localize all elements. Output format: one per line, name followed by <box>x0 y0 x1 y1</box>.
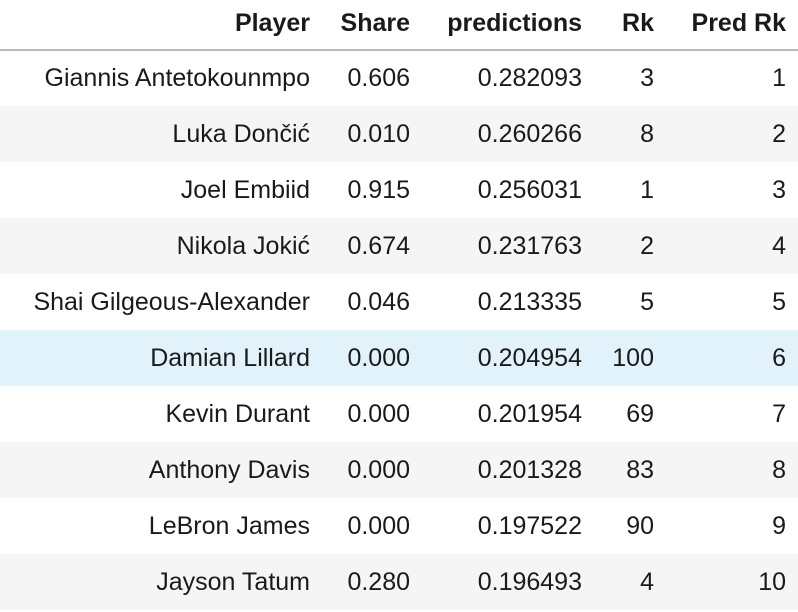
prediction-cell: 0.231763 <box>477 231 582 260</box>
prediction-cell: 0.201328 <box>477 455 582 484</box>
table-row: Kevin Durant 0.000 0.201954 69 7 <box>0 386 798 442</box>
pred-rk-cell: 8 <box>772 455 786 484</box>
prediction-cell: 0.196493 <box>477 567 582 596</box>
table-header: Player Share predictions Rk Pred Rk <box>0 0 798 50</box>
share-cell: 0.674 <box>347 231 410 260</box>
table-row: Shai Gilgeous-Alexander 0.046 0.213335 5… <box>0 274 798 330</box>
pred-rk-cell: 1 <box>772 64 786 92</box>
share-cell: 0.000 <box>347 511 410 540</box>
rk-cell: 3 <box>640 64 654 92</box>
rk-cell: 90 <box>626 511 654 540</box>
player-cell: Joel Embiid <box>180 175 310 204</box>
rk-cell: 5 <box>640 287 654 316</box>
table-row: LeBron James 0.000 0.197522 90 9 <box>0 498 798 554</box>
column-header-pred-rk: Pred Rk <box>691 9 786 37</box>
pred-rk-cell: 6 <box>772 343 786 372</box>
share-cell: 0.000 <box>347 343 410 372</box>
share-cell: 0.915 <box>347 175 410 204</box>
pred-rk-cell: 3 <box>772 175 786 204</box>
table-row: Jayson Tatum 0.280 0.196493 4 10 <box>0 554 798 610</box>
prediction-cell: 0.282093 <box>477 64 582 92</box>
share-cell: 0.010 <box>347 119 410 148</box>
pred-rk-cell: 5 <box>772 287 786 316</box>
player-cell: Shai Gilgeous-Alexander <box>33 287 310 316</box>
prediction-cell: 0.204954 <box>477 343 582 372</box>
player-cell: Nikola Jokić <box>176 231 310 260</box>
pred-rk-cell: 10 <box>758 567 786 596</box>
column-header-predictions: predictions <box>447 9 582 37</box>
player-cell: Anthony Davis <box>148 455 310 484</box>
prediction-cell: 0.213335 <box>477 287 582 316</box>
pred-rk-cell: 7 <box>772 399 786 428</box>
prediction-cell: 0.197522 <box>477 511 582 540</box>
rk-cell: 100 <box>612 343 654 372</box>
share-cell: 0.606 <box>347 64 410 92</box>
player-cell: Giannis Antetokounmpo <box>44 64 310 92</box>
pred-rk-cell: 9 <box>772 511 786 540</box>
pred-rk-cell: 2 <box>772 119 786 148</box>
column-header-share: Share <box>340 9 410 37</box>
player-cell: Kevin Durant <box>165 399 310 428</box>
table-body: Giannis Antetokounmpo 0.606 0.282093 3 1… <box>0 50 798 610</box>
pred-rk-cell: 4 <box>772 231 786 260</box>
table-row: Nikola Jokić 0.674 0.231763 2 4 <box>0 218 798 274</box>
share-cell: 0.000 <box>347 399 410 428</box>
rk-cell: 83 <box>626 455 654 484</box>
prediction-cell: 0.256031 <box>477 175 582 204</box>
table-row: Giannis Antetokounmpo 0.606 0.282093 3 1 <box>0 50 798 106</box>
share-cell: 0.000 <box>347 455 410 484</box>
table-row: Luka Dončić 0.010 0.260266 8 2 <box>0 106 798 162</box>
header-row: Player Share predictions Rk Pred Rk <box>0 0 798 50</box>
player-cell: Damian Lillard <box>150 343 310 372</box>
rk-cell: 4 <box>640 567 654 596</box>
share-cell: 0.046 <box>347 287 410 316</box>
table-row-hovered: Damian Lillard 0.000 0.204954 100 6 <box>0 330 798 386</box>
rk-cell: 69 <box>626 399 654 428</box>
prediction-cell: 0.260266 <box>477 119 582 148</box>
table-row: Anthony Davis 0.000 0.201328 83 8 <box>0 442 798 498</box>
table-row: Joel Embiid 0.915 0.256031 1 3 <box>0 162 798 218</box>
column-header-player: Player <box>234 9 310 37</box>
share-cell: 0.280 <box>347 567 410 596</box>
rk-cell: 1 <box>640 175 654 204</box>
column-header-rk: Rk <box>622 9 654 37</box>
player-cell: LeBron James <box>148 511 310 540</box>
player-cell: Luka Dončić <box>172 119 310 148</box>
rk-cell: 8 <box>640 119 654 148</box>
player-cell: Jayson Tatum <box>156 567 310 596</box>
rk-cell: 2 <box>640 231 654 260</box>
prediction-cell: 0.201954 <box>477 399 582 428</box>
